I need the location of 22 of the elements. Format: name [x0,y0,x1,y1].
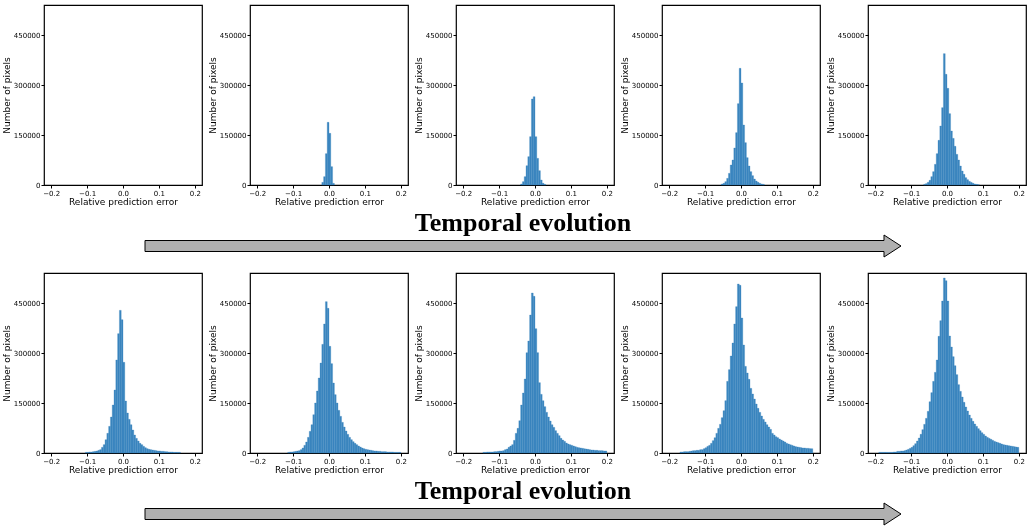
y-axis-title: Number of pixels [619,56,630,134]
x-axis-title: Relative prediction error [481,464,591,475]
text: Temporal evolution [413,208,633,238]
y-axis-title: Number of pixels [413,324,424,402]
x-axis-title: Relative prediction error [69,464,179,475]
x-axis-title: Relative prediction error [275,196,385,207]
y-axis-title: Number of pixels [207,324,218,402]
x-axis-title: Relative prediction error [687,196,797,207]
y-axis-title: Number of pixels [413,56,424,134]
text: Temporal evolution [413,476,633,506]
y-axis-title: Number of pixels [825,56,836,134]
x-axis-title: Relative prediction error [893,464,1003,475]
x-axis-title: Relative prediction error [481,196,591,207]
y-axis-title: Number of pixels [207,56,218,134]
y-axis-title: Number of pixels [1,56,12,134]
y-axis-title: Number of pixels [1,324,12,402]
y-axis-title: Number of pixels [619,324,630,402]
x-axis-title: Relative prediction error [687,464,797,475]
x-axis-title: Relative prediction error [69,196,179,207]
x-axis-title: Relative prediction error [275,464,385,475]
x-axis-title: Relative prediction error [893,196,1003,207]
y-axis-title: Number of pixels [825,324,836,402]
